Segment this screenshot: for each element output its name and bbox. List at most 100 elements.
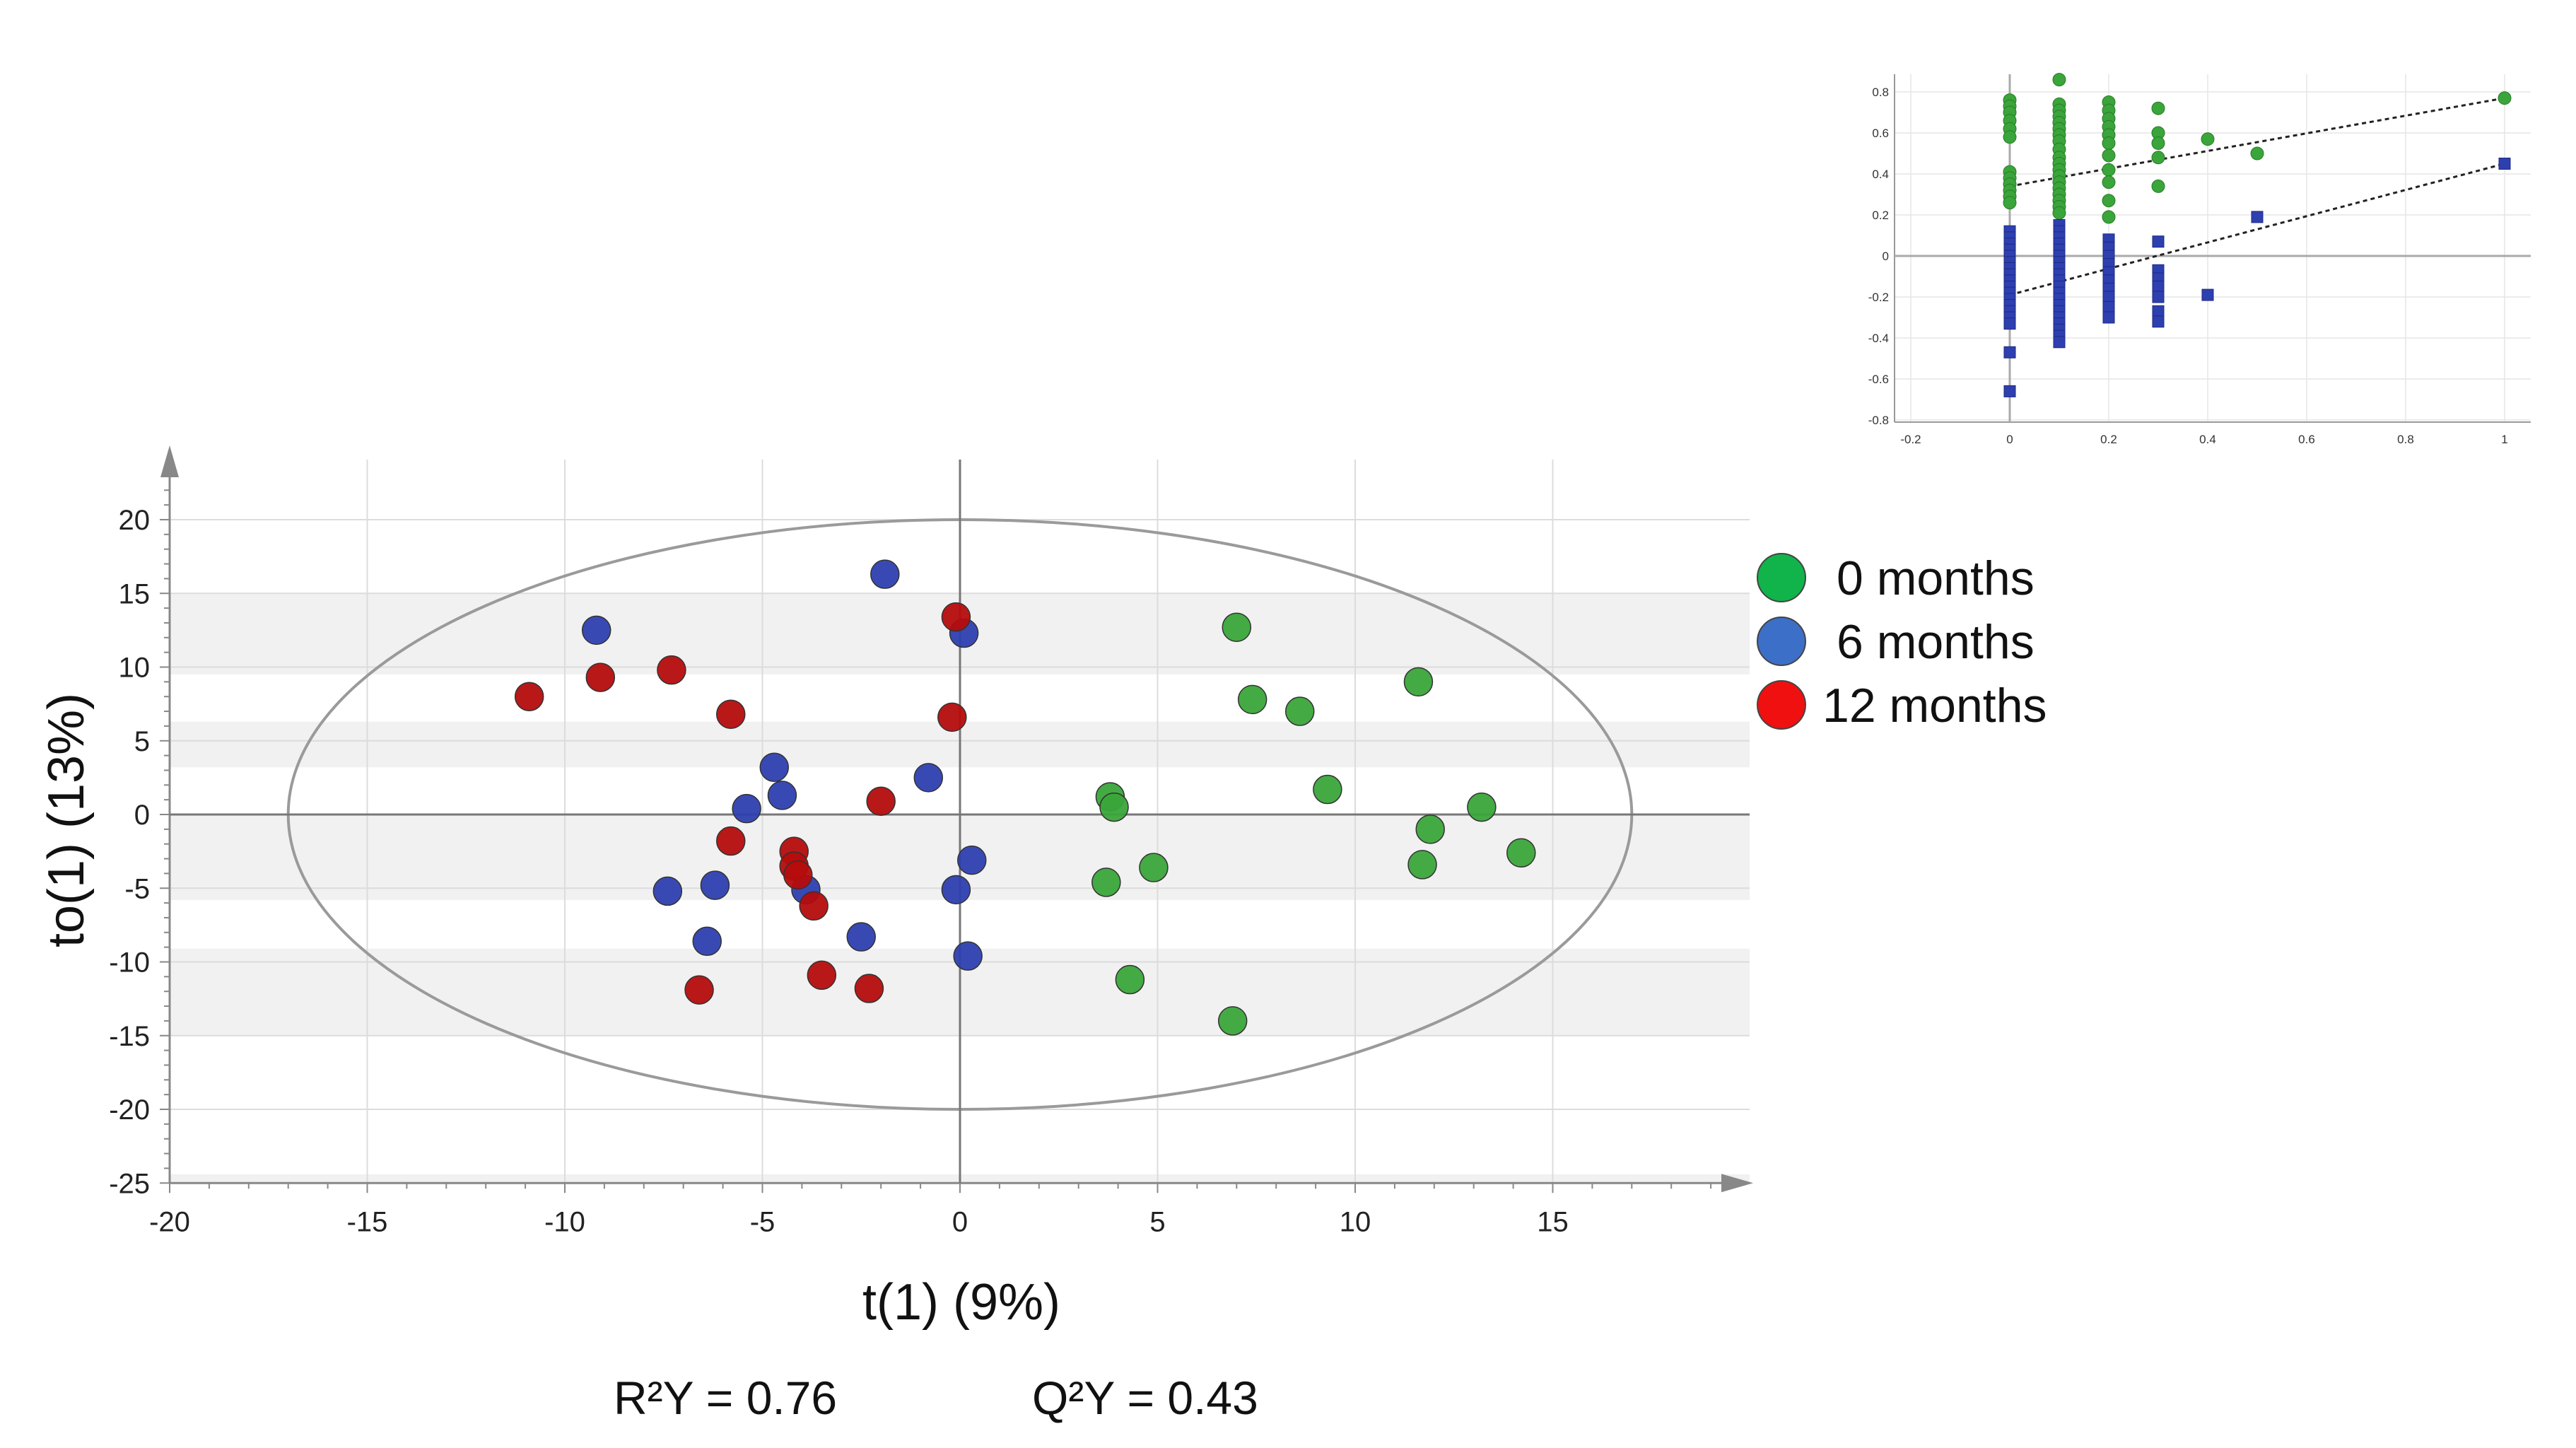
legend-marker [1757,617,1806,666]
data-point [716,826,746,856]
data-point [657,655,686,685]
data-point [854,974,884,1003]
inset-r2-point [2102,175,2116,189]
inset-q2-point [2003,385,2016,397]
y-tick-label: -5 [124,873,150,904]
x-tick-labels: -20 -15 -10 -5 0 5 10 15 [149,1206,1569,1237]
inset-q2-point [2102,311,2115,324]
data-point [759,752,790,783]
data-point [1139,853,1169,882]
data-point [716,699,746,729]
inset-y-tick-label: -0.6 [1868,373,1889,386]
data-point [1407,850,1437,880]
inset-r2-point [2151,136,2165,150]
inset-q2-point [2498,158,2511,170]
inset-x-tick-label: 0.2 [2100,433,2117,446]
data-point [1091,868,1121,897]
data-point [585,662,616,692]
inset-r2-point [2151,179,2165,193]
x-tick-label: -10 [544,1206,585,1237]
inset-r2-point [2102,136,2116,150]
inset-y-tick-label: -0.4 [1868,332,1889,345]
y-axis-title: to(1) (13%) [38,693,95,947]
inset-axes [1894,74,2531,423]
data-point [941,875,971,905]
inset-r2-point [2102,148,2116,163]
y-tick-label: -25 [109,1168,150,1199]
inset-x-tick-label: 0.4 [2199,433,2216,446]
data-points [514,559,1536,1036]
inset-q2-point [2102,301,2115,313]
legend-label: 0 months [1837,551,2035,605]
y-tick-label: 20 [119,505,151,536]
inset-q2-point [2152,235,2165,248]
data-point [1222,612,1252,642]
data-point [767,781,797,810]
y-tick-label: 0 [134,800,150,831]
regression-line [2009,97,2505,187]
data-point [1403,667,1434,697]
data-point [799,891,829,921]
inset-points [2003,73,2512,397]
inset-y-tick-label: 0.4 [1872,168,1889,181]
legend: 0 months 6 months 12 months [1757,551,2047,732]
legend-label: 6 months [1837,615,2035,669]
y-tick-labels: 20 15 10 5 0 -5 -10 -15 -20 -25 [109,505,150,1199]
inset-r2-point [2003,130,2017,144]
inset-y-tick-label: -0.2 [1868,291,1889,304]
y-tick-label: -10 [109,947,150,979]
data-point [700,870,730,900]
q2y-stat: Q²Y = 0.43 [1032,1372,1258,1424]
data-point [870,559,900,589]
legend-marker [1757,553,1806,602]
inset-gridlines [1895,74,2531,422]
data-point [866,786,896,816]
data-point [652,876,683,906]
inset-x-tick-label: -0.2 [1900,433,1921,446]
score-plot: -20 -15 -10 -5 0 5 10 15 20 15 10 5 0 -5 -10 -15 -20 -25… [38,445,1753,1424]
data-point [953,941,983,971]
data-point [684,975,714,1005]
inset-r2-point [2102,194,2116,208]
data-point [1506,838,1536,868]
inset-r2-point [2052,206,2066,220]
inset-r2-point [2498,91,2512,105]
inset-x-tick-label: 1 [2501,433,2507,446]
data-point [1099,792,1129,822]
data-point [957,845,987,875]
data-point [692,926,722,957]
data-point [1115,964,1145,995]
data-point [1237,684,1267,715]
r2y-stat: R²Y = 0.76 [614,1372,837,1424]
data-point [1313,774,1342,805]
data-point [937,702,967,732]
inset-r2-point [2151,101,2165,115]
inset-q2-point [2251,211,2264,223]
inset-x-tick-label: 0.8 [2397,433,2414,446]
legend-label: 12 months [1822,679,2047,732]
x-tick-label: -5 [750,1206,775,1237]
data-point [807,960,837,991]
inset-q2-point [2102,291,2115,303]
regression-line [2009,163,2505,296]
inset-q2-point [2152,315,2165,328]
inset-r2-point [2052,73,2066,87]
inset-y-tick-label: 0.8 [1872,86,1889,99]
inset-r2-point [2201,132,2215,146]
data-point [941,602,971,632]
inset-q2-point [2152,291,2165,303]
data-point [581,615,611,646]
x-tick-label: -15 [347,1206,388,1237]
y-tick-label: -20 [109,1094,150,1126]
x-tick-label: 15 [1537,1206,1569,1237]
inset-r2-point [2102,163,2116,177]
inset-y-tick-label: 0.2 [1872,209,1889,222]
permutation-inset-plot: -0.2 0 0.2 0.4 0.6 0.8 1 0.8 0.6 0.4 0.2 0 -0.2 -0.4… [1868,73,2531,446]
data-point [514,682,544,711]
inset-q2-point [2053,336,2066,349]
y-tick-label: 5 [134,726,150,757]
inset-q2-point [2152,305,2165,317]
data-point [1217,1006,1248,1036]
x-tick-label: 0 [952,1206,968,1237]
